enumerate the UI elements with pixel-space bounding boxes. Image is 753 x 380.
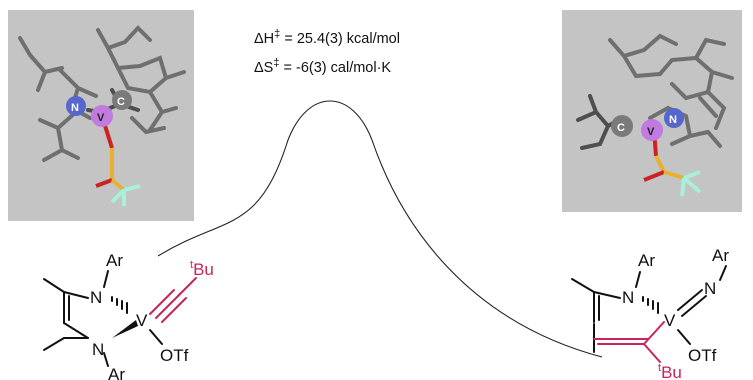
product-structure: Ar N V N Ar OTf tBu <box>571 246 729 380</box>
ar-label-bottom: Ar <box>108 365 125 380</box>
nitrogen-atom-left <box>66 96 86 116</box>
otf-label-reactant: OTf <box>160 346 189 365</box>
enthalpy-label: ΔH‡ = 25.4(3) kcal/mol <box>254 28 400 47</box>
reactant-structure: Ar N V N Ar OTf tBu <box>43 251 214 380</box>
n-label-bottom: N <box>92 340 104 359</box>
wedge-bond-reactant <box>112 320 138 338</box>
n-label-top: N <box>90 288 102 307</box>
hashed-bond-reactant <box>111 296 128 314</box>
ar-label-product-imido: Ar <box>712 246 729 265</box>
svg-text:C: C <box>117 96 125 108</box>
ar-label-product-top: Ar <box>638 251 655 270</box>
entropy-label: ΔS‡ = -6(3) cal/mol·K <box>254 57 391 76</box>
vanadium-atom-left <box>91 105 113 127</box>
crystal-structure-left: N V C <box>8 10 194 221</box>
nitrogen-atom-right <box>664 108 684 128</box>
n-label-product-imido: N <box>704 279 716 298</box>
carbon-atom-right <box>611 115 633 137</box>
tbu-label-reactant: tBu <box>190 259 214 279</box>
svg-text:N: N <box>71 102 79 114</box>
otf-label-product: OTf <box>688 346 717 365</box>
v-label-reactant: V <box>136 311 148 330</box>
ar-label-top: Ar <box>106 251 123 270</box>
ligand-sticks-right <box>576 33 734 150</box>
energy-profile-curve <box>157 100 603 358</box>
tbu-label-product: tBu <box>658 362 682 380</box>
svg-text:V: V <box>97 112 105 124</box>
carbon-atom-left <box>112 90 132 110</box>
vanadium-atom-right <box>641 119 663 141</box>
svg-text:C: C <box>617 122 625 134</box>
ligand-sticks-left <box>18 25 186 162</box>
crystal-structure-right: C V N <box>562 10 742 212</box>
svg-text:V: V <box>647 126 655 138</box>
n-label-product-ring: N <box>622 288 634 307</box>
v-label-product: V <box>664 311 676 330</box>
svg-text:N: N <box>669 114 677 126</box>
hashed-bond-product <box>642 296 659 314</box>
